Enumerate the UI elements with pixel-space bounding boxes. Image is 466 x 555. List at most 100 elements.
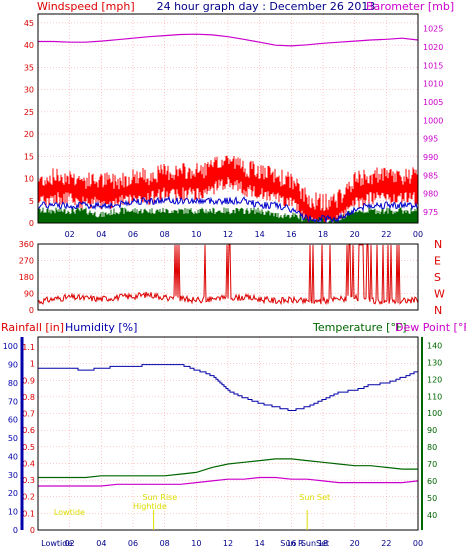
baro-axis-tick-1020: 1020 bbox=[423, 43, 443, 52]
baro-axis-tick-1010: 1010 bbox=[423, 80, 443, 89]
humidity-x-tick-00: 00 bbox=[413, 539, 423, 548]
sunrise-annotation: Sun Rise bbox=[143, 493, 178, 502]
baro-axis-tick-980: 980 bbox=[423, 190, 438, 199]
bottom-sunset-label: SunSet bbox=[301, 539, 329, 548]
dir-compass-2: S bbox=[434, 271, 441, 284]
panel3-rain-label: Rainfall [in] bbox=[1, 321, 64, 334]
dir-axis-tick-270: 270 bbox=[19, 257, 34, 266]
dir-axis-tick-0: 0 bbox=[29, 306, 34, 315]
panel3-humidity-label: Humidity [%] bbox=[65, 321, 137, 334]
humidity-x-tick-18: 18 bbox=[318, 539, 328, 548]
baro-axis-tick-975: 975 bbox=[423, 208, 438, 217]
wind-x-tick-18: 18 bbox=[318, 230, 328, 239]
dewpoint-series bbox=[38, 476, 419, 487]
humidity-x-tick-06: 06 bbox=[128, 539, 138, 548]
temp-axis-tick-130: 130 bbox=[427, 358, 442, 367]
dir-compass-4: N bbox=[434, 238, 442, 251]
rain-axis-tick-0.5: 0.5 bbox=[22, 443, 35, 452]
baro-axis-tick-1000: 1000 bbox=[423, 116, 443, 125]
humidity-axis-tick-40: 40 bbox=[8, 452, 18, 461]
temp-axis-tick-70: 70 bbox=[427, 460, 437, 469]
humidity-panel-frame bbox=[37, 336, 419, 531]
baro-axis-tick-1025: 1025 bbox=[423, 25, 443, 34]
wind-x-tick-04: 04 bbox=[96, 230, 106, 239]
wind-axis-tick-30: 30 bbox=[24, 86, 34, 95]
humidity-axis-tick-80: 80 bbox=[8, 379, 18, 388]
dir-compass-0: N bbox=[434, 304, 442, 317]
temp-axis-tick-50: 50 bbox=[427, 494, 437, 503]
humidity-axis-tick-60: 60 bbox=[8, 416, 18, 425]
baro-axis-tick-1005: 1005 bbox=[423, 98, 443, 107]
temp-axis-tick-90: 90 bbox=[427, 426, 437, 435]
panel3-dew-label: Dew Point [°F] bbox=[395, 321, 466, 334]
graph-title: 24 hour graph day : December 26 2013 bbox=[157, 0, 376, 13]
wind-x-tick-08: 08 bbox=[160, 230, 170, 239]
humidity-axis-tick-50: 50 bbox=[8, 434, 18, 443]
humidity-x-tick-12: 12 bbox=[223, 539, 233, 548]
humidity-x-tick-10: 10 bbox=[191, 539, 201, 548]
wind-axis-tick-0: 0 bbox=[29, 219, 34, 228]
wind-x-tick-20: 20 bbox=[350, 230, 360, 239]
wind-x-tick-06: 06 bbox=[128, 230, 138, 239]
dir-axis-tick-360: 360 bbox=[19, 240, 34, 249]
wind-panel-frame bbox=[37, 13, 419, 224]
temp-axis-tick-80: 80 bbox=[427, 443, 437, 452]
bottom-sunrise-label: Sun R bbox=[280, 539, 304, 548]
humidity-x-tick-04: 04 bbox=[96, 539, 106, 548]
humidity-x-tick-14: 14 bbox=[255, 539, 265, 548]
humidity-axis-tick-30: 30 bbox=[8, 471, 18, 480]
panel1-left-label: Windspeed [mph] bbox=[37, 0, 135, 13]
humidity-axis-tick-100: 100 bbox=[3, 342, 18, 351]
wind-x-tick-12: 12 bbox=[223, 230, 233, 239]
humidity-axis-tick-90: 90 bbox=[8, 361, 18, 370]
rain-axis-tick-0.6: 0.6 bbox=[22, 426, 35, 435]
humidity-x-tick-22: 22 bbox=[381, 539, 391, 548]
temp-axis-tick-110: 110 bbox=[427, 392, 442, 401]
wind-axis-tick-10: 10 bbox=[24, 175, 34, 184]
baro-axis-tick-990: 990 bbox=[423, 153, 438, 162]
wind-x-tick-16: 16 bbox=[286, 230, 296, 239]
rain-axis-tick-0.8: 0.8 bbox=[22, 393, 35, 402]
temp-axis-tick-40: 40 bbox=[427, 511, 437, 520]
direction-panel-frame bbox=[37, 243, 419, 311]
barometer-series bbox=[38, 33, 419, 47]
wind-axis-tick-5: 5 bbox=[29, 197, 34, 206]
sunset-annotation: Sun Set bbox=[299, 493, 330, 502]
lowtide-annotation: Lowtide bbox=[54, 508, 85, 517]
dir-axis-tick-90: 90 bbox=[24, 290, 34, 299]
baro-axis-tick-995: 995 bbox=[423, 135, 438, 144]
temp-axis-tick-60: 60 bbox=[427, 477, 437, 486]
wind-average-series bbox=[37, 195, 419, 224]
humidity-x-tick-20: 20 bbox=[350, 539, 360, 548]
humidity-axis-tick-20: 20 bbox=[8, 489, 18, 498]
rain-axis-tick-0.9: 0.9 bbox=[22, 376, 35, 385]
rain-axis-tick-0.7: 0.7 bbox=[22, 410, 35, 419]
baro-axis-tick-985: 985 bbox=[423, 171, 438, 180]
humidity-axis-tick-0: 0 bbox=[13, 526, 18, 535]
temperature-series bbox=[38, 458, 418, 479]
wind-direction-series bbox=[37, 244, 419, 306]
wind-axis-tick-40: 40 bbox=[24, 41, 34, 50]
baro-axis-tick-1015: 1015 bbox=[423, 61, 443, 70]
wind-axis-tick-45: 45 bbox=[24, 19, 34, 28]
humidity-x-tick-02: 02 bbox=[65, 539, 75, 548]
wind-axis-tick-15: 15 bbox=[24, 152, 34, 161]
wind-x-tick-14: 14 bbox=[255, 230, 265, 239]
bottom-lowtide-label: Lowtide bbox=[41, 539, 72, 548]
humidity-axis-tick-70: 70 bbox=[8, 397, 18, 406]
humidity-axis-tick-10: 10 bbox=[8, 508, 18, 517]
humidity-x-tick-16: 16 bbox=[286, 539, 296, 548]
rain-axis-tick-1.1: 1.1 bbox=[22, 343, 35, 352]
dir-axis-tick-180: 180 bbox=[19, 273, 34, 282]
temp-axis-tick-100: 100 bbox=[427, 409, 442, 418]
humidity-x-tick-08: 08 bbox=[160, 539, 170, 548]
temp-axis-tick-120: 120 bbox=[427, 375, 442, 384]
rain-axis-tick-0.3: 0.3 bbox=[22, 476, 35, 485]
rain-axis-tick-0.2: 0.2 bbox=[22, 493, 35, 502]
rain-axis-tick-0: 0 bbox=[30, 526, 35, 535]
wind-x-tick-10: 10 bbox=[191, 230, 201, 239]
dir-compass-3: E bbox=[434, 255, 441, 268]
hightide-annotation: Hightide bbox=[133, 502, 167, 511]
temp-axis-tick-140: 140 bbox=[427, 341, 442, 350]
